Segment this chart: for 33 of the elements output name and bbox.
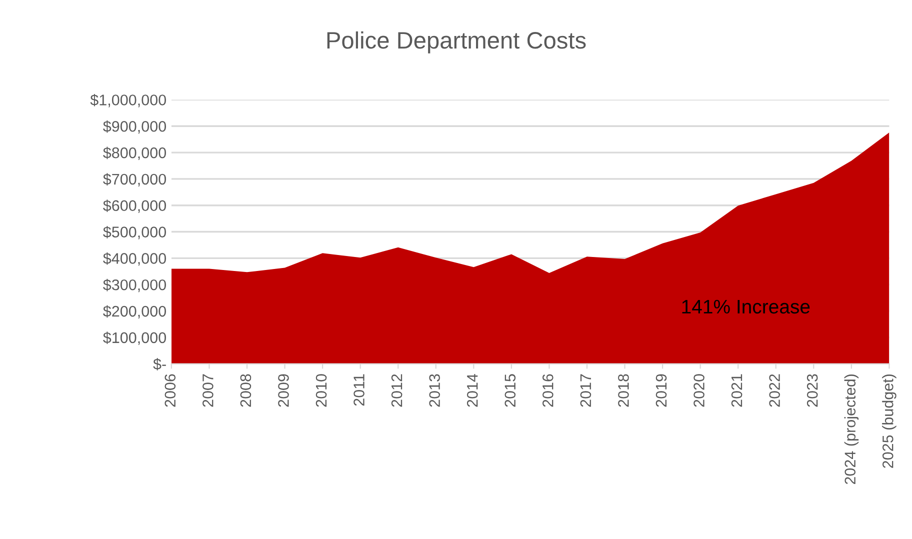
x-tick-label: 2013 xyxy=(429,374,440,407)
x-tick-label: 2023 xyxy=(806,374,818,407)
x-tick-label: 2018 xyxy=(618,374,629,407)
x-tick-label: 2022 xyxy=(769,374,780,407)
x-tick-label: 2019 xyxy=(656,374,667,407)
annotation: 141% Increase xyxy=(682,300,810,314)
chart-title: Police Department Costs xyxy=(327,31,586,54)
y-tick-label: $1,000,000 xyxy=(90,94,166,108)
x-tick-label: 2025 (budget) xyxy=(882,374,896,468)
x-tick-label: 2015 xyxy=(504,374,516,407)
y-tick-label: $600,000 xyxy=(103,200,166,213)
x-tick-label: 2024 (projected) xyxy=(844,374,859,484)
x-tick-label: 2014 xyxy=(466,374,478,407)
y-tick-label: $400,000 xyxy=(103,252,166,266)
y-tick-label: $500,000 xyxy=(103,226,166,240)
x-tick-label: 2010 xyxy=(316,374,327,407)
x-tick-label: 2011 xyxy=(354,374,364,406)
x-tick-label: 2020 xyxy=(694,374,704,407)
x-tick-label: 2008 xyxy=(240,374,252,407)
y-tick-label: $900,000 xyxy=(103,120,166,134)
x-tick-label: 2009 xyxy=(278,374,289,407)
y-tick-label: $- xyxy=(153,358,166,370)
x-tick-label: 2021 xyxy=(731,374,742,407)
y-tick-label: $200,000 xyxy=(103,305,166,318)
y-tick-label: $800,000 xyxy=(103,146,166,160)
y-tick-label: $700,000 xyxy=(103,173,166,186)
x-tick-label: 2007 xyxy=(202,374,214,407)
x-tick-label: 2012 xyxy=(391,374,402,407)
x-tick-label: 2016 xyxy=(542,374,554,407)
x-tick-label: 2006 xyxy=(164,374,176,407)
y-tick-label: $100,000 xyxy=(103,332,166,345)
x-tick-label: 2017 xyxy=(580,374,592,407)
y-tick-label: $300,000 xyxy=(103,278,166,292)
